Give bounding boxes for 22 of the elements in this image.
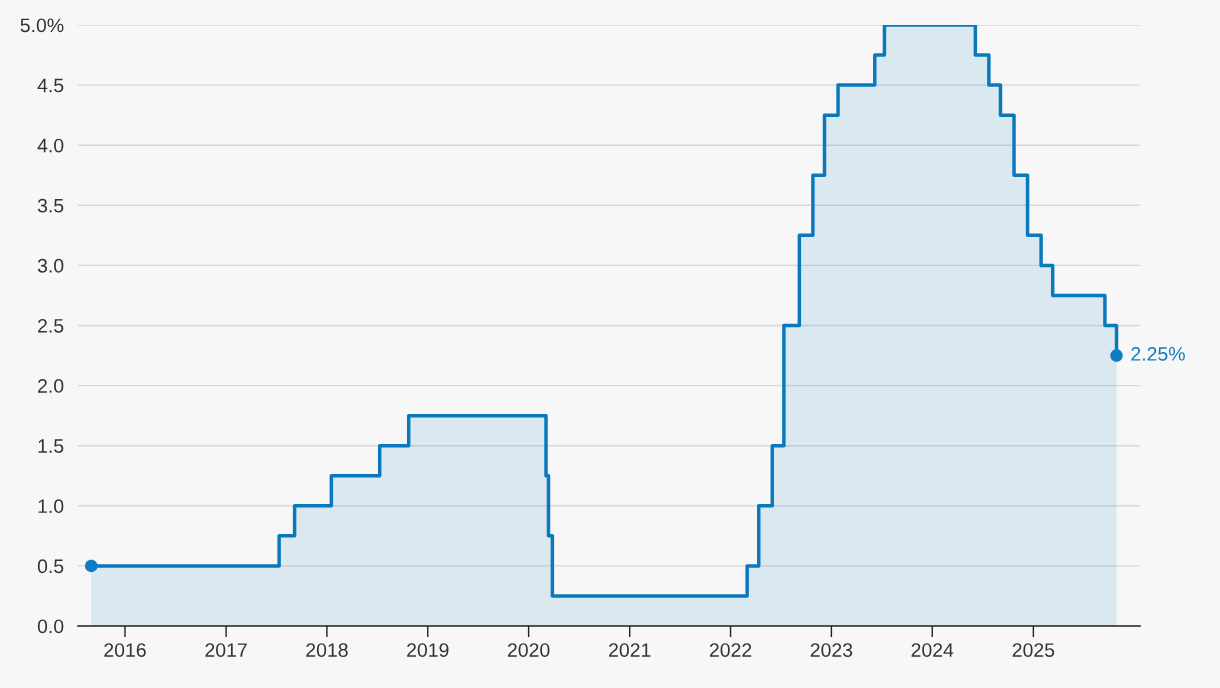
x-tick-label: 2021 — [609, 643, 651, 657]
y-tick-label: 4.5 — [37, 78, 64, 93]
y-tick-label: 3.0 — [37, 258, 64, 273]
x-tick-label: 2019 — [407, 643, 449, 657]
y-tick-label: 1.0 — [38, 499, 64, 514]
x-tick-label: 2018 — [306, 643, 348, 657]
x-tick-label: 2016 — [104, 643, 146, 657]
y-tick-label: 0.0 — [37, 619, 64, 634]
x-tick-label: 2025 — [1012, 643, 1055, 657]
annotation: 2.25% — [1131, 347, 1185, 361]
y-tick-label: 1.5 — [38, 439, 64, 453]
x-tick-label: 2024 — [911, 643, 954, 657]
y-tick-label: 0.5 — [37, 559, 64, 574]
x-tick-label: 2022 — [709, 643, 752, 657]
y-tick-label: 2.5 — [38, 318, 64, 333]
x-tick-label: 2023 — [810, 643, 853, 657]
y-tick-label: 3.5 — [37, 198, 64, 213]
x-tick-label: 2017 — [205, 643, 247, 657]
x-tick-label: 2020 — [507, 643, 550, 657]
y-tick-label: 2.0 — [38, 379, 64, 393]
y-tick-label: 5.0% — [20, 18, 64, 33]
y-tick-label: 4.0 — [37, 138, 64, 153]
